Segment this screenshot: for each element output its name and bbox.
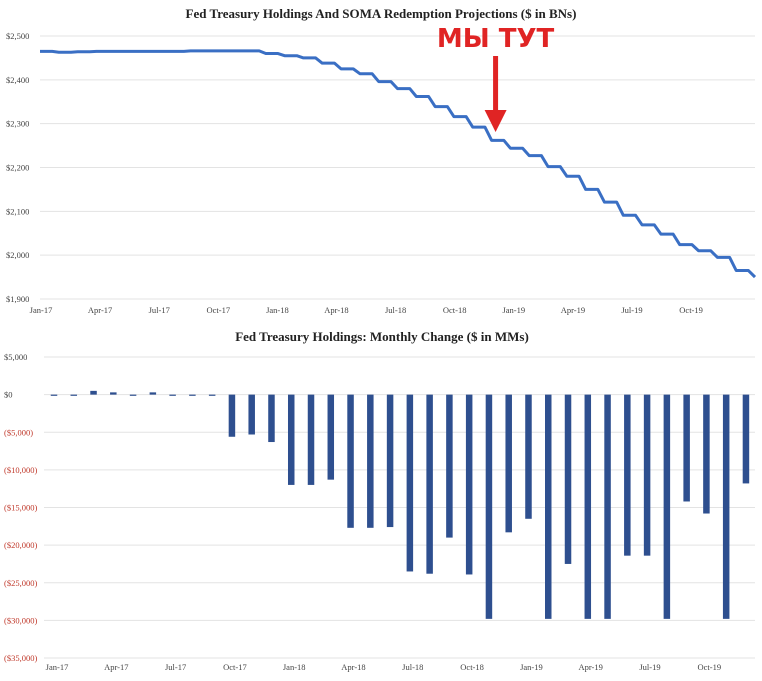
holdings-x-tick-label: Jul-19 — [621, 305, 642, 315]
monthly-change-bar — [347, 394, 354, 528]
holdings-y-tick-label: $2,400 — [6, 75, 29, 85]
monthly-change-bar — [584, 394, 592, 619]
holdings-y-tick-label: $2,000 — [6, 250, 29, 260]
holdings-x-tick-label: Apr-19 — [561, 305, 585, 315]
monthly-change-bar-chart: Fed Treasury Holdings: Monthly Change ($… — [4, 329, 755, 672]
monthly-change-bar — [525, 394, 532, 519]
monthly-change-x-tick-label: Oct-17 — [223, 662, 247, 672]
monthly-change-bar — [228, 394, 236, 437]
holdings-x-tick-label: Oct-17 — [206, 305, 230, 315]
monthly-change-y-tick-label: ($20,000) — [4, 540, 37, 550]
monthly-change-bar — [446, 394, 453, 538]
monthly-change-y-tick-label: ($30,000) — [4, 615, 37, 625]
monthly-change-bar — [545, 394, 552, 619]
monthly-change-chart-title: Fed Treasury Holdings: Monthly Change ($… — [235, 329, 529, 344]
holdings-y-tick-label: $2,200 — [6, 163, 29, 173]
holdings-x-tick-label: Apr-17 — [88, 305, 112, 315]
monthly-change-bar — [485, 394, 493, 619]
monthly-change-bar — [406, 394, 414, 572]
holdings-y-tick-label: $2,300 — [6, 119, 29, 129]
monthly-change-bar — [465, 394, 473, 575]
monthly-change-x-tick-label: Jul-19 — [639, 662, 660, 672]
monthly-change-bar — [604, 394, 611, 619]
monthly-change-y-tick-label: ($35,000) — [4, 653, 37, 663]
monthly-change-bar — [386, 394, 394, 528]
monthly-change-bar — [90, 390, 97, 395]
monthly-change-y-tick-label: $5,000 — [4, 352, 27, 362]
holdings-x-tick-label: Apr-18 — [324, 305, 348, 315]
monthly-change-x-tick-label: Oct-18 — [460, 662, 484, 672]
holdings-x-tick-label: Jan-17 — [30, 305, 53, 315]
monthly-change-bar — [643, 394, 651, 556]
monthly-change-bar — [70, 394, 78, 396]
monthly-change-x-tick-label: Jul-17 — [165, 662, 186, 672]
holdings-y-tick-label: $1,900 — [6, 294, 29, 304]
monthly-change-x-tick-label: Oct-19 — [697, 662, 721, 672]
monthly-change-bar — [268, 394, 275, 443]
monthly-change-x-tick-label: Apr-18 — [341, 662, 365, 672]
monthly-change-bar — [307, 394, 315, 485]
holdings-x-tick-label: Oct-18 — [443, 305, 467, 315]
holdings-x-tick-label: Jul-18 — [385, 305, 406, 315]
monthly-change-x-tick-label: Jan-18 — [283, 662, 306, 672]
monthly-change-bar — [505, 394, 512, 533]
monthly-change-bar — [189, 394, 196, 396]
holdings-line-chart: Fed Treasury Holdings And SOMA Redemptio… — [6, 6, 757, 315]
monthly-change-bar — [564, 394, 572, 564]
monthly-change-bar — [129, 394, 137, 396]
holdings-series-line — [40, 49, 757, 279]
monthly-change-bar — [683, 394, 690, 502]
monthly-change-x-tick-label: Jan-19 — [520, 662, 543, 672]
monthly-change-y-tick-label: ($5,000) — [4, 427, 33, 437]
monthly-change-x-tick-label: Jul-18 — [402, 662, 423, 672]
monthly-change-bar — [624, 394, 631, 556]
holdings-x-tick-label: Jan-19 — [502, 305, 525, 315]
monthly-change-bar — [208, 394, 216, 396]
monthly-change-bar — [722, 394, 730, 619]
monthly-change-bar — [50, 394, 58, 396]
monthly-change-bar — [149, 392, 157, 395]
annotation-arrow-head — [484, 110, 507, 132]
holdings-x-tick-label: Jan-18 — [266, 305, 289, 315]
monthly-change-y-tick-label: ($10,000) — [4, 465, 37, 475]
monthly-change-bar — [169, 394, 176, 396]
monthly-change-bar — [742, 394, 750, 484]
holdings-y-tick-label: $2,500 — [6, 31, 29, 41]
monthly-change-y-tick-label: ($15,000) — [4, 503, 37, 513]
holdings-x-tick-label: Jul-17 — [149, 305, 170, 315]
monthly-change-bar — [367, 394, 374, 528]
monthly-change-y-tick-label: ($25,000) — [4, 578, 37, 588]
monthly-change-bar — [248, 394, 255, 435]
monthly-change-x-tick-label: Jan-17 — [46, 662, 69, 672]
holdings-chart-title: Fed Treasury Holdings And SOMA Redemptio… — [186, 6, 577, 21]
monthly-change-bar — [663, 394, 671, 619]
monthly-change-bar — [287, 394, 295, 485]
monthly-change-bar — [703, 394, 710, 514]
monthly-change-y-tick-label: $0 — [4, 390, 13, 400]
monthly-change-bar — [327, 394, 335, 480]
holdings-x-tick-label: Oct-19 — [679, 305, 703, 315]
monthly-change-bar — [110, 392, 117, 395]
holdings-y-tick-label: $2,100 — [6, 206, 29, 216]
monthly-change-bar — [426, 394, 433, 574]
monthly-change-x-tick-label: Apr-17 — [104, 662, 128, 672]
annotation-label: МЫ ТУТ — [437, 24, 555, 54]
monthly-change-x-tick-label: Apr-19 — [579, 662, 603, 672]
